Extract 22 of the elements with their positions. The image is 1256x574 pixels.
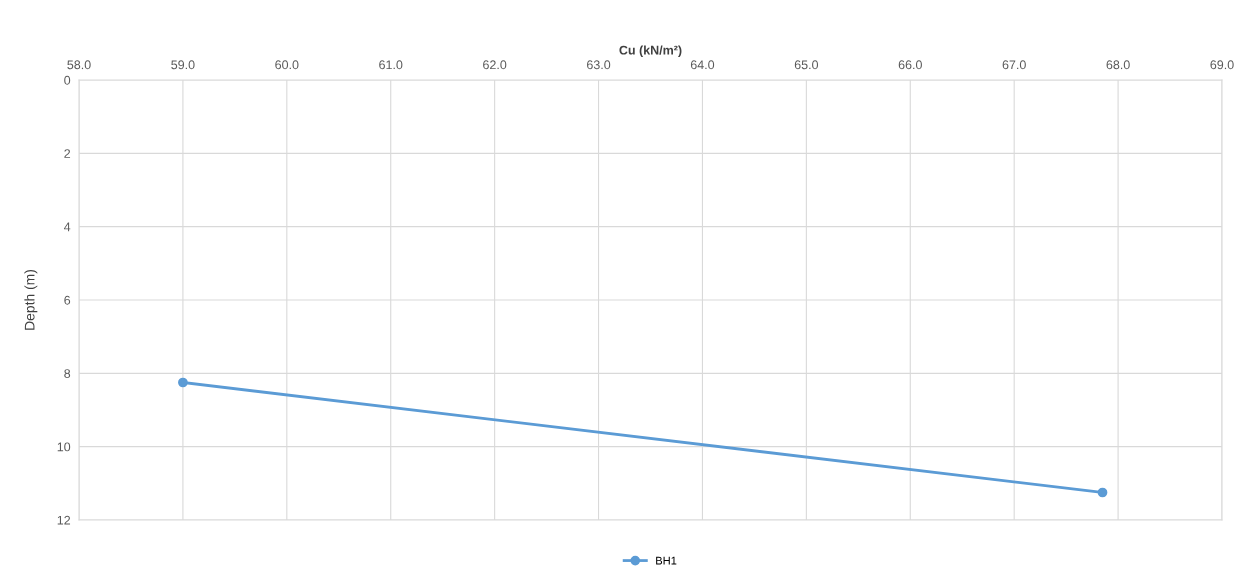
x-tick-label: 65.0 bbox=[794, 60, 819, 70]
legend-label: BH1 bbox=[656, 556, 677, 565]
y-axis-title: Depth (m) bbox=[24, 269, 38, 330]
y-tick-label: 4 bbox=[64, 222, 71, 232]
x-tick-label: 66.0 bbox=[898, 60, 922, 70]
y-tick-label: 8 bbox=[64, 369, 71, 378]
x-tick-label: 61.0 bbox=[379, 60, 403, 70]
y-tick-label: 10 bbox=[57, 442, 71, 452]
x-tick-label: 62.0 bbox=[483, 60, 507, 70]
x-tick-label: 68.0 bbox=[1106, 60, 1130, 70]
x-tick-label: 67.0 bbox=[1002, 60, 1026, 70]
x-axis-title: Cu (kN/m²) bbox=[619, 45, 682, 58]
y-tick-label: 2 bbox=[64, 149, 71, 158]
y-tick-label: 6 bbox=[64, 295, 71, 305]
y-tick-label: 12 bbox=[57, 515, 71, 525]
x-tick-label: 59.0 bbox=[171, 60, 195, 70]
x-tick-label: 58.0 bbox=[67, 60, 91, 70]
x-tick-label: 69.0 bbox=[1210, 60, 1234, 70]
x-tick-label: 64.0 bbox=[690, 60, 715, 70]
x-tick-label: 63.0 bbox=[587, 60, 611, 70]
x-tick-label: 60.0 bbox=[275, 60, 299, 70]
y-tick-label: 0 bbox=[64, 75, 71, 85]
